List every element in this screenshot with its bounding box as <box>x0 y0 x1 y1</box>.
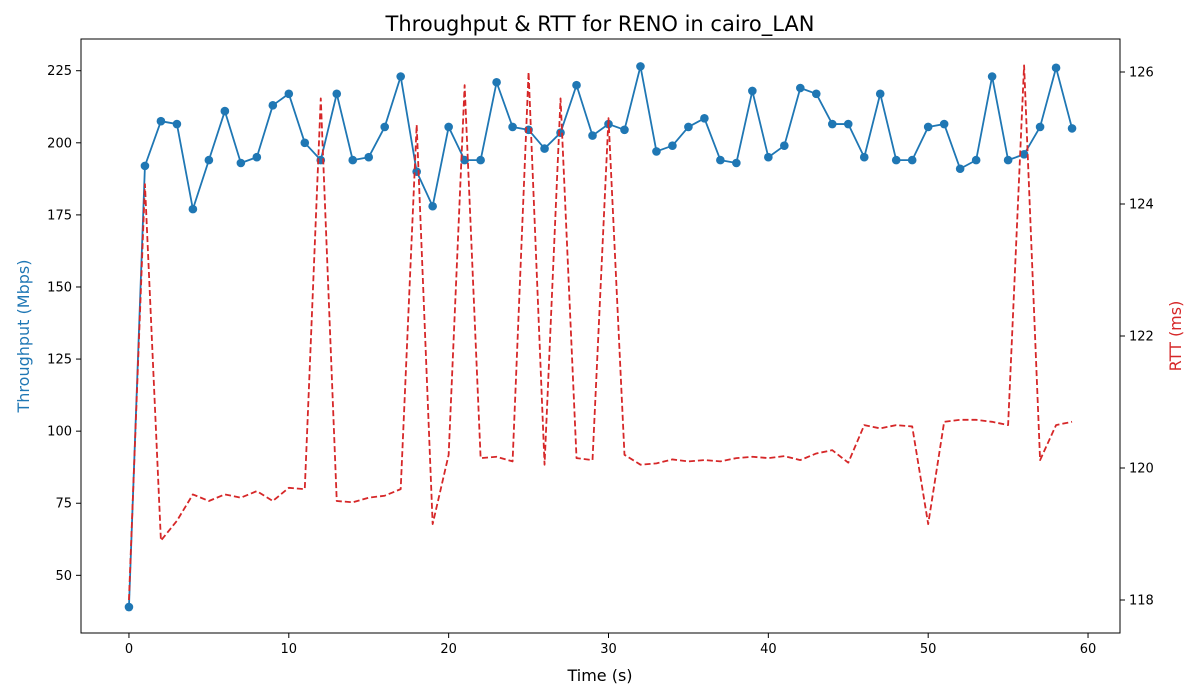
throughput-point <box>827 119 837 129</box>
throughput-point <box>508 122 517 132</box>
throughput-point <box>540 144 549 153</box>
throughput-line <box>128 65 1073 608</box>
throughput-point <box>380 122 390 132</box>
x-axis-title: Time (s) <box>566 666 632 685</box>
throughput-point <box>796 83 805 93</box>
throughput-point <box>859 152 869 162</box>
x-tick-label: 10 <box>281 642 298 657</box>
y-left-tick-label: 200 <box>47 136 72 151</box>
throughput-point <box>716 155 725 165</box>
y-left-tick-label: 125 <box>47 353 72 368</box>
throughput-point <box>556 128 565 138</box>
throughput-point <box>492 77 501 87</box>
throughput-point <box>124 602 134 612</box>
throughput-point <box>1051 63 1061 73</box>
y-right-tick-label: 126 <box>1129 66 1154 81</box>
throughput-point <box>348 155 358 165</box>
throughput-point <box>732 158 741 168</box>
throughput-point <box>252 152 262 162</box>
throughput-point <box>875 89 885 99</box>
y-left-tick-label: 100 <box>47 425 72 440</box>
y-left-tick-label: 150 <box>47 280 72 295</box>
y-right-tick-label: 124 <box>1129 198 1154 213</box>
throughput-point <box>1003 155 1013 165</box>
y-axis-right-title: RTT (ms) <box>1166 301 1185 372</box>
throughput-point <box>811 89 821 99</box>
throughput-point <box>428 201 437 211</box>
throughput-point <box>620 125 629 135</box>
throughput-point <box>1019 150 1029 159</box>
throughput-point <box>939 119 949 129</box>
y-right-tick-label: 118 <box>1129 594 1154 609</box>
throughput-point <box>955 164 965 174</box>
throughput-point <box>284 89 294 99</box>
throughput-point <box>987 72 997 81</box>
throughput-point <box>156 116 166 126</box>
throughput-point <box>652 147 661 156</box>
throughput-point <box>971 155 981 165</box>
y-right-tick-label: 120 <box>1129 462 1154 477</box>
throughput-point <box>748 86 757 96</box>
y-left-tick-label: 175 <box>47 208 72 223</box>
x-tick-label: 30 <box>600 642 617 657</box>
throughput-point <box>1067 124 1077 133</box>
throughput-point <box>204 155 214 165</box>
throughput-point <box>588 131 597 140</box>
throughput-point <box>460 155 469 165</box>
x-tick-label: 60 <box>1080 642 1097 657</box>
throughput-point <box>268 101 278 110</box>
rtt-line <box>128 64 1073 601</box>
throughput-point <box>476 155 485 165</box>
throughput-point <box>188 204 198 214</box>
x-tick-label: 0 <box>125 642 133 657</box>
throughput-point <box>396 72 405 81</box>
plot-frame <box>80 38 1121 634</box>
throughput-point <box>220 106 230 116</box>
throughput-point <box>364 152 374 162</box>
throughput-point <box>332 89 342 99</box>
throughput-point <box>907 155 917 165</box>
throughput-point <box>923 122 933 132</box>
throughput-point <box>444 122 453 132</box>
throughput-point <box>700 114 709 123</box>
x-tick-label: 20 <box>440 642 457 657</box>
throughput-point <box>1035 122 1045 132</box>
x-tick-label: 50 <box>920 642 937 657</box>
throughput-point <box>172 119 182 129</box>
y-axis-left-title: Throughput (Mbps) <box>14 260 33 414</box>
x-tick-label: 40 <box>760 642 777 657</box>
chart-title: Throughput & RTT for RENO in cairo_LAN <box>385 12 815 37</box>
throughput-point <box>668 141 677 150</box>
y-right-tick-label: 122 <box>1129 330 1154 345</box>
series-layer <box>124 62 1077 612</box>
throughput-point <box>140 161 150 171</box>
throughput-point <box>780 141 789 150</box>
throughput-point <box>843 119 853 129</box>
y-left-tick-label: 50 <box>55 569 72 584</box>
throughput-point <box>764 152 773 162</box>
throughput-point <box>891 155 901 165</box>
y-left-tick-label: 225 <box>47 64 72 79</box>
throughput-point <box>572 80 581 90</box>
axes-layer: 0 10 20 30 40 50 60 50 75 100 125 150 175 200 225 118 12… <box>47 64 1154 657</box>
throughput-point <box>636 62 645 71</box>
throughput-point <box>236 158 246 168</box>
throughput-point <box>300 138 310 148</box>
y-left-tick-label: 75 <box>55 497 72 512</box>
throughput-point <box>684 122 693 132</box>
